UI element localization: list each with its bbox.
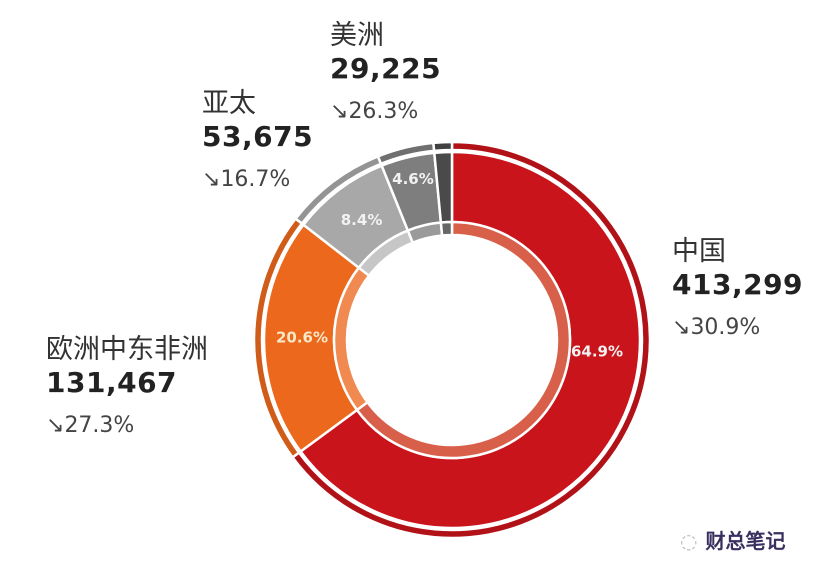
slice-name: 美洲 bbox=[330, 20, 384, 51]
slice-change: ↘30.9% bbox=[672, 315, 761, 340]
trend-down-icon: ↘ bbox=[330, 99, 349, 124]
slice-value: 413,299 bbox=[672, 268, 804, 301]
slice-change: ↘26.3% bbox=[330, 99, 419, 124]
slice-name: 亚太 bbox=[202, 88, 256, 119]
slice-percent-label: 64.9% bbox=[571, 343, 623, 361]
label-apac: 亚太 53,675 ↘16.7% bbox=[202, 90, 313, 191]
slice-inner-band bbox=[439, 220, 454, 237]
slice-value: 53,675 bbox=[202, 120, 314, 153]
label-china: 中国 413,299 ↘30.9% bbox=[672, 238, 803, 339]
slice-1: 20.6% bbox=[252, 216, 371, 460]
trend-down-icon: ↘ bbox=[46, 413, 65, 438]
slice-percent-label: 4.6% bbox=[392, 170, 434, 188]
wechat-icon: ◌ bbox=[680, 529, 698, 553]
label-americas: 美洲 29,225 ↘26.3% bbox=[330, 22, 441, 123]
label-emea: 欧洲中东非洲 131,467 ↘27.3% bbox=[46, 336, 208, 437]
slice-4 bbox=[432, 140, 454, 237]
slice-outer-band bbox=[432, 140, 454, 153]
slice-name: 欧洲中东非洲 bbox=[46, 334, 208, 365]
slice-value: 29,225 bbox=[330, 52, 442, 85]
slice-value: 131,467 bbox=[46, 366, 178, 399]
watermark: ◌ 财总笔记 bbox=[680, 529, 786, 553]
slice-change: ↘16.7% bbox=[202, 167, 291, 192]
trend-down-icon: ↘ bbox=[202, 167, 221, 192]
trend-down-icon: ↘ bbox=[672, 315, 691, 340]
slice-name: 中国 bbox=[672, 236, 726, 267]
slice-change: ↘27.3% bbox=[46, 413, 135, 438]
slice-percent-label: 8.4% bbox=[341, 211, 383, 229]
slice-percent-label: 20.6% bbox=[276, 329, 328, 347]
